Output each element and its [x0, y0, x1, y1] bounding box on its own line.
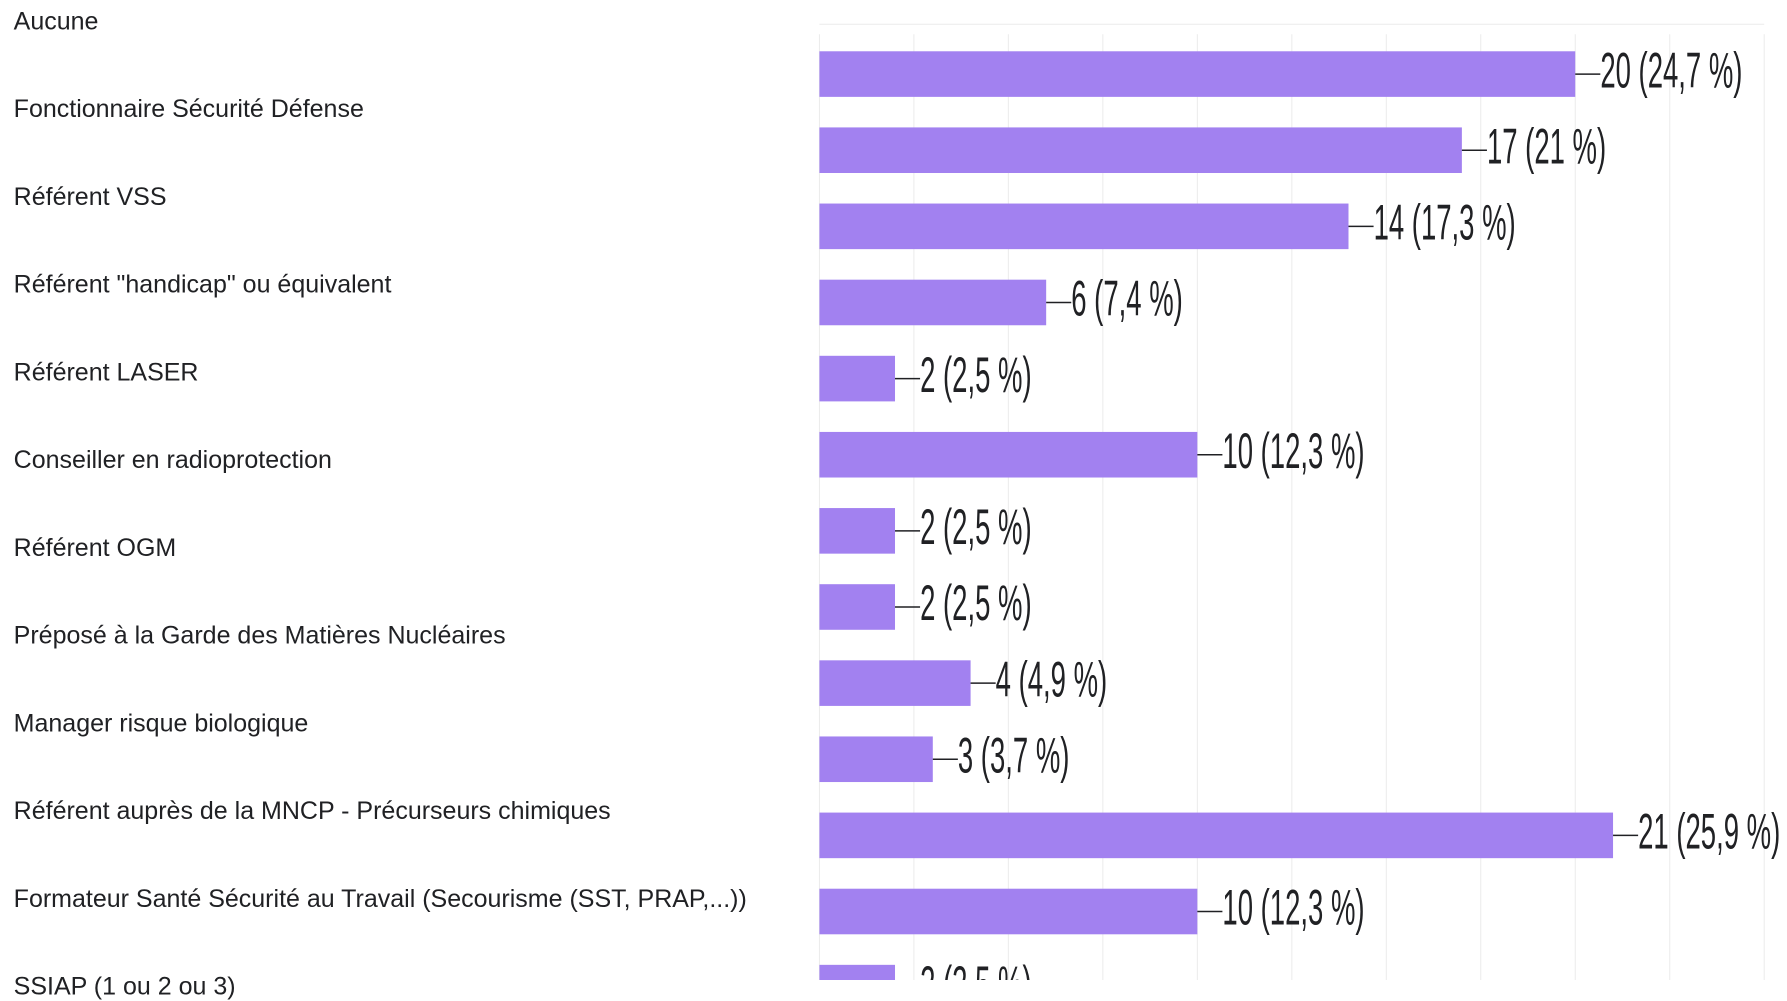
bar	[819, 51, 1576, 97]
value-label: 2 (2,5 %)	[920, 955, 1032, 1001]
bar	[819, 660, 971, 706]
bar	[819, 888, 1198, 935]
category-label: Aucune	[14, 7, 99, 35]
bar	[819, 812, 1614, 859]
category-label: SSIAP (1 ou 2 ou 3)	[14, 973, 236, 1001]
bar	[819, 203, 1349, 250]
category-label: Formateur Santé Sécurité au Travail (Sec…	[14, 885, 747, 913]
value-label: 3 (3,7 %)	[958, 727, 1070, 784]
category-label: Référent LASER	[14, 358, 199, 386]
category-label: Référent VSS	[14, 183, 167, 211]
category-label: Manager risque biologique	[14, 709, 309, 737]
value-label: 20 (24,7 %)	[1600, 41, 1742, 98]
value-label: 17 (21 %)	[1487, 118, 1606, 175]
value-label: 4 (4,9 %)	[996, 650, 1108, 707]
category-label: Conseiller en radioprotection	[14, 446, 332, 474]
value-label: 14 (17,3 %)	[1374, 194, 1516, 251]
category-label: Référent auprès de la MNCP - Précurseurs…	[14, 797, 611, 825]
bar	[819, 127, 1462, 174]
value-label: 2 (2,5 %)	[920, 498, 1032, 555]
bar	[819, 736, 933, 783]
bar	[819, 964, 896, 980]
category-label: Préposé à la Garde des Matières Nucléair…	[14, 622, 506, 650]
bar	[819, 508, 896, 554]
category-label: Référent OGM	[14, 534, 177, 562]
bar	[819, 279, 1047, 326]
value-label: 2 (2,5 %)	[920, 574, 1032, 631]
value-label: 10 (12,3 %)	[1222, 422, 1364, 479]
value-label: 10 (12,3 %)	[1222, 879, 1364, 936]
bar	[819, 584, 896, 630]
value-label: 6 (7,4 %)	[1071, 270, 1183, 327]
bar	[819, 431, 1198, 478]
category-label: Référent "handicap" ou équivalent	[14, 271, 392, 299]
value-label: 21 (25,9 %)	[1638, 803, 1780, 860]
category-label: Fonctionnaire Sécurité Défense	[14, 95, 364, 123]
plot-area: 20 (24,7 %) 17 (21 %) 14 (17,3 %) 6 (7,4 %)…	[818, 23, 1780, 1001]
bar	[819, 355, 896, 402]
value-label: 2 (2,5 %)	[920, 346, 1032, 403]
